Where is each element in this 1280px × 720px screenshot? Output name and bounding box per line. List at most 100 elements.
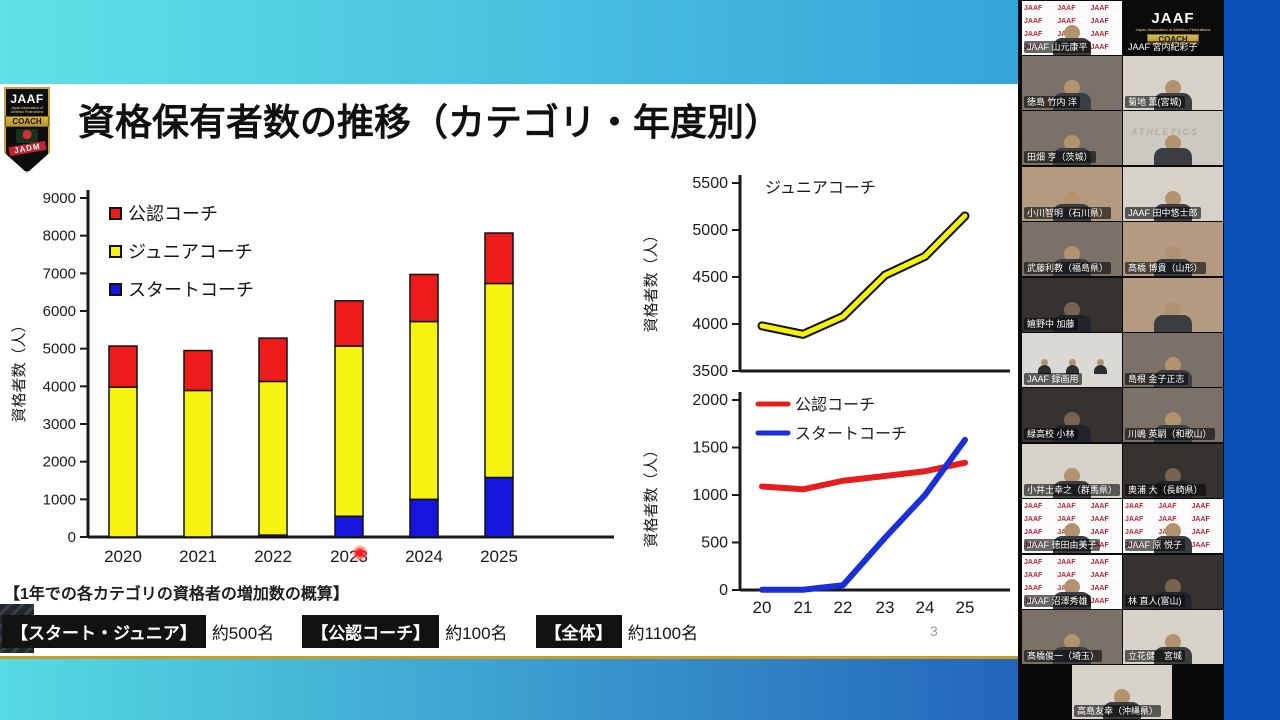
participant-tile[interactable]: 菊地 薫(宮城) (1123, 55, 1223, 110)
legend-label: ジュニアコーチ (128, 242, 253, 262)
person-head (1165, 246, 1181, 263)
x-axis-tick-label: 20 (753, 598, 772, 617)
participant-tile[interactable]: 小井土幸之（群馬県） (1022, 443, 1122, 498)
y-axis-tick-label: 2000 (43, 454, 76, 471)
summary-badge-value: 約100名 (445, 624, 508, 643)
summary-badge-label: 【全体】 (535, 615, 622, 648)
person-head (1165, 412, 1181, 429)
y-axis-tick-label: 6000 (43, 303, 76, 320)
participant-tile[interactable]: 武藤利教（福島県） (1022, 222, 1122, 277)
legend-swatch (109, 206, 122, 220)
person-head (1165, 356, 1181, 373)
y-axis-tick-label: 0 (719, 582, 728, 599)
participant-tile[interactable]: JAAF 録画用 (1022, 332, 1122, 387)
participant-tile[interactable]: 徳島 竹内 洋 (1022, 55, 1122, 110)
y-axis-tick-label: 4500 (692, 269, 728, 286)
participant-tile[interactable]: 立花健 宮城 (1123, 609, 1223, 664)
participant-tile[interactable]: 髙橋 博貴（山形） (1123, 222, 1223, 277)
y-axis-tick-label: 2000 (692, 392, 728, 409)
participant-name-label: JAAF 沼澤秀雄 (1024, 594, 1091, 607)
bar-segment (258, 380, 288, 536)
bar-segment (484, 232, 514, 285)
participant-tile[interactable]: 高島友幸（沖縄県） (1072, 665, 1172, 720)
participant-tile[interactable]: 田畑 亨（茨城） (1022, 111, 1122, 166)
y-axis-title: 資格者数（人） (11, 317, 28, 422)
person-head (1165, 79, 1181, 96)
person-head (1165, 135, 1181, 152)
participant-tile[interactable]: 川嶋 英嗣（和歌山） (1123, 388, 1223, 443)
bar-segment (409, 320, 439, 501)
participant-tile[interactable]: JAAF JAAF JAAF JAAF JAAF JAAF JAAF JAAF … (1022, 499, 1122, 554)
participant-tile[interactable]: 島根 金子正志 (1123, 332, 1223, 387)
person-head (1165, 633, 1181, 650)
participant-tile[interactable]: 嬉野中 加藤 (1022, 277, 1122, 332)
coach-logo-band: COACH (5, 116, 49, 127)
bar-segment (334, 515, 364, 538)
participant-name-label: 髙橋 博貴（山形） (1125, 262, 1206, 275)
participant-tile[interactable]: 小川智明（石川県） (1022, 166, 1122, 221)
participant-tile[interactable]: ATHLETICS (1123, 111, 1223, 166)
person-head (1165, 578, 1181, 595)
summary-heading: 【1年での各カテゴリの資格者の増加数の概算】 (4, 586, 349, 603)
y-axis-tick-label: 8000 (43, 228, 76, 245)
bar-segment (334, 345, 364, 518)
person-silhouette (1065, 358, 1079, 379)
summary-badge-value: 約500名 (211, 624, 275, 643)
summary-badge-label: 【公認コーチ】 (302, 615, 440, 648)
slide-bottom-gradient-band (0, 659, 1018, 720)
person-head (1064, 523, 1080, 540)
slide-title: 資格保有者数の推移（カテゴリ・年度別） (78, 102, 781, 143)
screen-share-slide: JAAF Japan Association of Athletics Fede… (0, 0, 1018, 720)
person-head (1165, 190, 1181, 207)
participant-name-label: 嬉野中 加藤 (1024, 317, 1078, 330)
participant-tile[interactable] (1123, 277, 1223, 332)
person-head (1064, 190, 1080, 207)
participant-name-label: JAAF 録画用 (1024, 372, 1082, 385)
participant-name-label: JAAF 徳田由美子 (1024, 539, 1100, 552)
participant-tile[interactable]: 奥浦 大（長崎県） (1123, 443, 1223, 498)
participant-name-label: 島根 金子正志 (1125, 372, 1188, 385)
legend-label: スタートコーチ (795, 425, 907, 443)
participant-tile[interactable]: 林 直人(富山) (1123, 554, 1223, 609)
participant-tile[interactable]: JAAF Japan Association of Athletics Feder… (1123, 0, 1223, 55)
x-axis-category-label: 2025 (480, 547, 518, 566)
participant-tile[interactable]: JAAF 田中悠士郎 (1123, 166, 1223, 221)
person-head (1064, 301, 1080, 318)
slide-gold-rule (0, 656, 1018, 659)
runner-emblem-icon (16, 129, 38, 143)
jadm-logo-band: JADM (8, 140, 46, 157)
participant-tile[interactable]: JAAF JAAF JAAF JAAF JAAF JAAF JAAF JAAF … (1022, 0, 1122, 55)
person-head (1064, 467, 1080, 484)
participant-tile[interactable]: 緑高校 小林 (1022, 388, 1122, 443)
person-head (1165, 301, 1181, 318)
x-axis-tick-label: 22 (834, 598, 853, 617)
legend-label: 公認コーチ (795, 396, 875, 414)
participant-tile[interactable]: 髙橋俊一（埼玉） (1022, 609, 1122, 664)
person-silhouette (1093, 358, 1107, 379)
bar-segment (108, 345, 138, 388)
person-head (1064, 412, 1080, 429)
bar-segment (484, 282, 514, 479)
x-axis-tick-label: 25 (956, 598, 975, 617)
line-series-outline (757, 211, 970, 339)
y-axis-tick-label: 4000 (692, 316, 728, 333)
jaaf-logo-text: JAAF (1151, 10, 1195, 27)
participant-name-label: 徳島 竹内 洋 (1024, 95, 1081, 108)
x-axis-tick-label: 21 (794, 598, 813, 617)
bar-segment (409, 498, 439, 538)
person-shoulders (1154, 148, 1192, 166)
legend-item: スタートコーチ (109, 276, 254, 302)
participant-tile[interactable]: JAAF JAAF JAAF JAAF JAAF JAAF JAAF JAAF … (1123, 499, 1223, 554)
y-axis-tick-label: 7000 (43, 265, 76, 282)
participant-name-label: JAAF 原 悦子 (1125, 539, 1186, 552)
person-head (1064, 79, 1080, 96)
participant-name-label: 高島友幸（沖縄県） (1074, 705, 1162, 718)
x-axis-category-label: 2024 (405, 547, 443, 566)
participant-tile[interactable]: JAAF JAAF JAAF JAAF JAAF JAAF JAAF JAAF … (1022, 554, 1122, 609)
bar-segment (334, 300, 364, 347)
person-shoulders (1154, 314, 1192, 332)
y-axis-title: 資格者数（人） (643, 442, 660, 547)
y-axis-tick-label: 1000 (692, 487, 728, 504)
person-head (1064, 24, 1080, 41)
person-silhouette (1154, 135, 1192, 166)
